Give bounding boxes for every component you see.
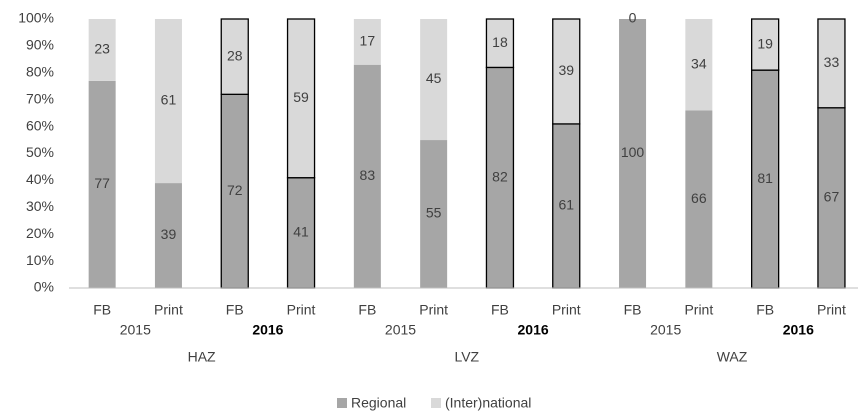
data-label: 81 <box>757 170 773 186</box>
year-label: 2015 <box>120 322 151 338</box>
data-label: 18 <box>492 34 508 50</box>
data-label: 55 <box>426 205 442 221</box>
bar-segment <box>817 107 846 289</box>
year-label: 2016 <box>518 322 549 338</box>
bar-segment <box>420 140 448 288</box>
x-tick-label: Print <box>552 302 581 318</box>
y-tick-label: 20% <box>26 225 54 241</box>
bar-segment <box>685 110 713 289</box>
data-label: 66 <box>691 190 707 206</box>
data-label: 100 <box>621 144 645 160</box>
bar-segment <box>751 18 780 71</box>
group-label: WAZ <box>717 349 748 365</box>
x-tick-label: FB <box>358 302 376 318</box>
data-label: 19 <box>757 35 773 51</box>
bar-segment <box>685 19 713 111</box>
data-label: 39 <box>161 226 177 242</box>
legend-swatch <box>337 398 347 408</box>
bar-segment <box>220 93 249 289</box>
x-tick-label: FB <box>756 302 774 318</box>
data-label: 61 <box>161 92 177 108</box>
y-tick-label: 70% <box>26 90 54 106</box>
data-label: 41 <box>293 224 309 240</box>
bar-segment <box>220 18 249 95</box>
data-label: 0 <box>629 10 637 26</box>
data-label: 77 <box>94 175 110 191</box>
y-tick-label: 90% <box>26 37 54 53</box>
data-label: 28 <box>227 47 243 63</box>
x-tick-label: Print <box>817 302 846 318</box>
x-tick-label: Print <box>684 302 713 318</box>
bar-segment <box>88 19 116 81</box>
group-label: LVZ <box>454 349 479 365</box>
bar-segment <box>751 69 780 289</box>
y-tick-label: 40% <box>26 171 54 187</box>
bar-segment <box>619 19 647 288</box>
y-tick-label: 100% <box>18 10 54 26</box>
x-tick-label: FB <box>491 302 509 318</box>
data-label: 61 <box>558 197 574 213</box>
y-tick-label: 30% <box>26 198 54 214</box>
data-label: 33 <box>824 54 840 70</box>
bar-segment <box>552 123 581 289</box>
data-label: 83 <box>360 167 376 183</box>
year-label: 2016 <box>252 322 283 338</box>
data-label: 17 <box>360 33 376 49</box>
y-tick-label: 60% <box>26 117 54 133</box>
x-tick-label: Print <box>154 302 183 318</box>
bar-segment <box>420 19 448 141</box>
bar-segment <box>154 19 182 184</box>
x-tick-label: FB <box>624 302 642 318</box>
legend-label: Regional <box>351 395 406 411</box>
data-label: 59 <box>293 89 309 105</box>
data-label: 39 <box>558 62 574 78</box>
y-tick-label: 50% <box>26 144 54 160</box>
y-tick-label: 80% <box>26 64 54 80</box>
bar-segment <box>286 18 316 179</box>
x-tick-label: Print <box>287 302 316 318</box>
bar-segment <box>552 18 581 125</box>
data-label: 23 <box>94 41 110 57</box>
bar-segment <box>353 19 381 65</box>
bar-segment <box>353 64 381 288</box>
x-tick-label: Print <box>419 302 448 318</box>
legend-swatch <box>431 398 441 408</box>
y-tick-label: 0% <box>34 279 54 295</box>
bar-segment <box>154 183 182 288</box>
year-label: 2016 <box>783 322 814 338</box>
year-label: 2015 <box>650 322 681 338</box>
bar-segment <box>485 18 515 69</box>
y-tick-label: 10% <box>26 252 54 268</box>
year-label: 2015 <box>385 322 416 338</box>
data-label: 67 <box>824 189 840 205</box>
data-label: 45 <box>426 70 442 86</box>
x-tick-label: FB <box>93 302 111 318</box>
bar-segment <box>817 18 846 109</box>
data-label: 34 <box>691 55 707 71</box>
bar-segment <box>88 80 116 289</box>
data-label: 72 <box>227 182 243 198</box>
x-tick-label: FB <box>226 302 244 318</box>
data-label: 82 <box>492 168 508 184</box>
group-label: HAZ <box>188 349 216 365</box>
legend-label: (Inter)national <box>445 395 531 411</box>
